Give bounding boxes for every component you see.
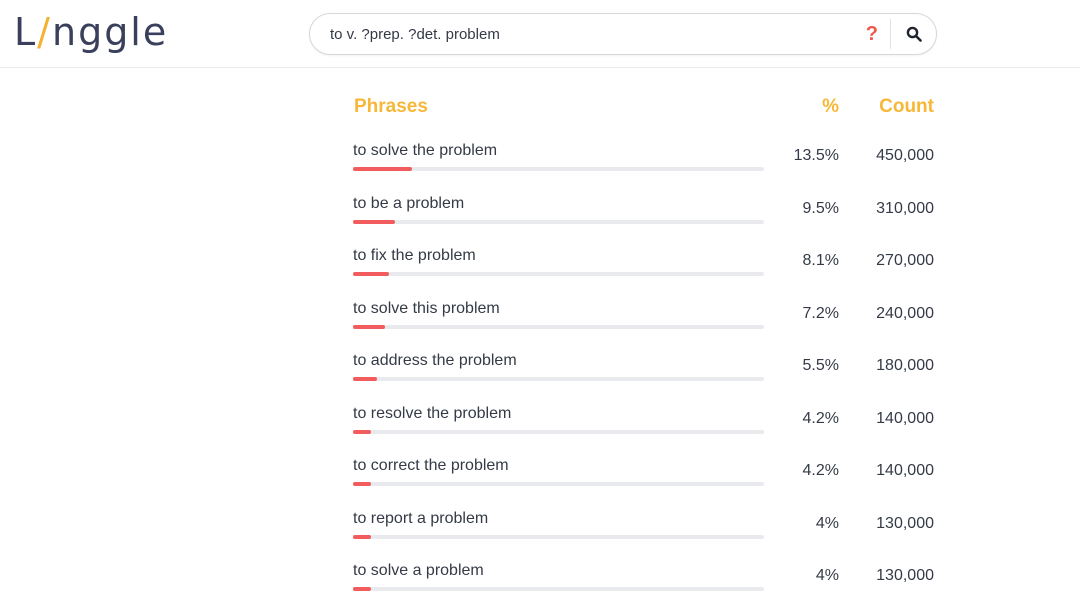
frequency-bar-track bbox=[353, 219, 764, 224]
result-row[interactable]: to solve a problem 4% 130,000 bbox=[353, 552, 935, 605]
search-icon bbox=[906, 26, 922, 42]
frequency-bar-track bbox=[353, 324, 764, 329]
result-row[interactable]: to resolve the problem 4.2% 140,000 bbox=[353, 395, 935, 448]
count-value: 140,000 bbox=[876, 409, 934, 427]
header-phrases: Phrases bbox=[354, 96, 428, 117]
results-header: Phrases % Count bbox=[353, 92, 935, 132]
frequency-bar-track bbox=[353, 587, 764, 591]
frequency-bar-fill bbox=[353, 377, 378, 381]
count-value: 310,000 bbox=[876, 199, 934, 217]
frequency-bar-track bbox=[353, 377, 764, 381]
results-table: Phrases % Count to solve the problem 13.5… bbox=[353, 92, 935, 605]
result-row[interactable]: to address the problem 5.5% 180,000 bbox=[353, 342, 935, 395]
percent-value: 7.2% bbox=[802, 304, 839, 322]
count-value: 140,000 bbox=[876, 462, 934, 479]
phrase-text[interactable]: to fix the problem bbox=[353, 247, 476, 264]
percent-value: 13.5% bbox=[793, 147, 839, 164]
frequency-bar-track bbox=[353, 534, 764, 539]
search-button[interactable] bbox=[891, 14, 936, 54]
frequency-bar-fill bbox=[353, 272, 389, 276]
count-value: 130,000 bbox=[876, 514, 934, 532]
phrase-text[interactable]: to be a problem bbox=[353, 194, 465, 212]
frequency-bar-fill bbox=[353, 219, 395, 224]
logo-text-left: L bbox=[14, 10, 38, 54]
phrase-text[interactable]: to solve the problem bbox=[353, 142, 498, 159]
percent-value: 4.2% bbox=[802, 462, 839, 479]
frequency-bar-track bbox=[353, 272, 764, 276]
frequency-bar-fill bbox=[353, 482, 372, 486]
percent-value: 4% bbox=[815, 567, 839, 584]
logo-text-right: nggle bbox=[51, 10, 169, 54]
phrase-text[interactable]: to resolve the problem bbox=[353, 404, 512, 422]
frequency-bar-fill bbox=[353, 587, 371, 591]
result-row[interactable]: to fix the problem 8.1% 270,000 bbox=[353, 237, 935, 290]
header-count: Count bbox=[879, 96, 934, 117]
percent-value: 8.1% bbox=[802, 252, 839, 269]
count-value: 450,000 bbox=[876, 147, 934, 164]
search-divider bbox=[890, 19, 891, 49]
search-bar: ? bbox=[309, 13, 937, 55]
phrase-text[interactable]: to address the problem bbox=[353, 352, 517, 369]
result-row[interactable]: to correct the problem 4.2% 140,000 bbox=[353, 447, 935, 500]
phrase-text[interactable]: to solve a problem bbox=[353, 562, 484, 579]
phrase-text[interactable]: to correct the problem bbox=[353, 457, 509, 474]
frequency-bar-fill bbox=[353, 429, 372, 434]
logo-slash: / bbox=[37, 10, 52, 54]
percent-value: 5.5% bbox=[802, 357, 839, 374]
count-value: 180,000 bbox=[876, 357, 934, 374]
percent-value: 4% bbox=[815, 514, 839, 532]
result-row[interactable]: to solve this problem 7.2% 240,000 bbox=[353, 290, 935, 343]
frequency-bar-fill bbox=[353, 324, 385, 329]
result-row[interactable]: to report a problem 4% 130,000 bbox=[353, 500, 935, 553]
linggle-logo[interactable]: L/nggle bbox=[14, 8, 168, 56]
results-rows: to solve the problem 13.5% 450,000 to be a … bbox=[353, 132, 935, 605]
frequency-bar-fill bbox=[353, 167, 413, 171]
result-row[interactable]: to be a problem 9.5% 310,000 bbox=[353, 185, 935, 238]
search-input[interactable] bbox=[330, 14, 850, 54]
frequency-bar-track bbox=[353, 482, 764, 486]
count-value: 270,000 bbox=[876, 252, 934, 269]
top-bar: L/nggle ? bbox=[0, 0, 1080, 68]
phrase-text[interactable]: to report a problem bbox=[353, 509, 489, 527]
header-percent: % bbox=[822, 96, 839, 117]
percent-value: 9.5% bbox=[802, 199, 839, 217]
phrase-text[interactable]: to solve this problem bbox=[353, 299, 500, 317]
count-value: 130,000 bbox=[876, 567, 934, 584]
frequency-bar-track bbox=[353, 429, 764, 434]
help-icon[interactable]: ? bbox=[865, 23, 878, 45]
percent-value: 4.2% bbox=[802, 409, 839, 427]
frequency-bar-fill bbox=[353, 534, 371, 539]
result-row[interactable]: to solve the problem 13.5% 450,000 bbox=[353, 132, 935, 185]
count-value: 240,000 bbox=[876, 304, 934, 322]
frequency-bar-track bbox=[353, 167, 764, 171]
